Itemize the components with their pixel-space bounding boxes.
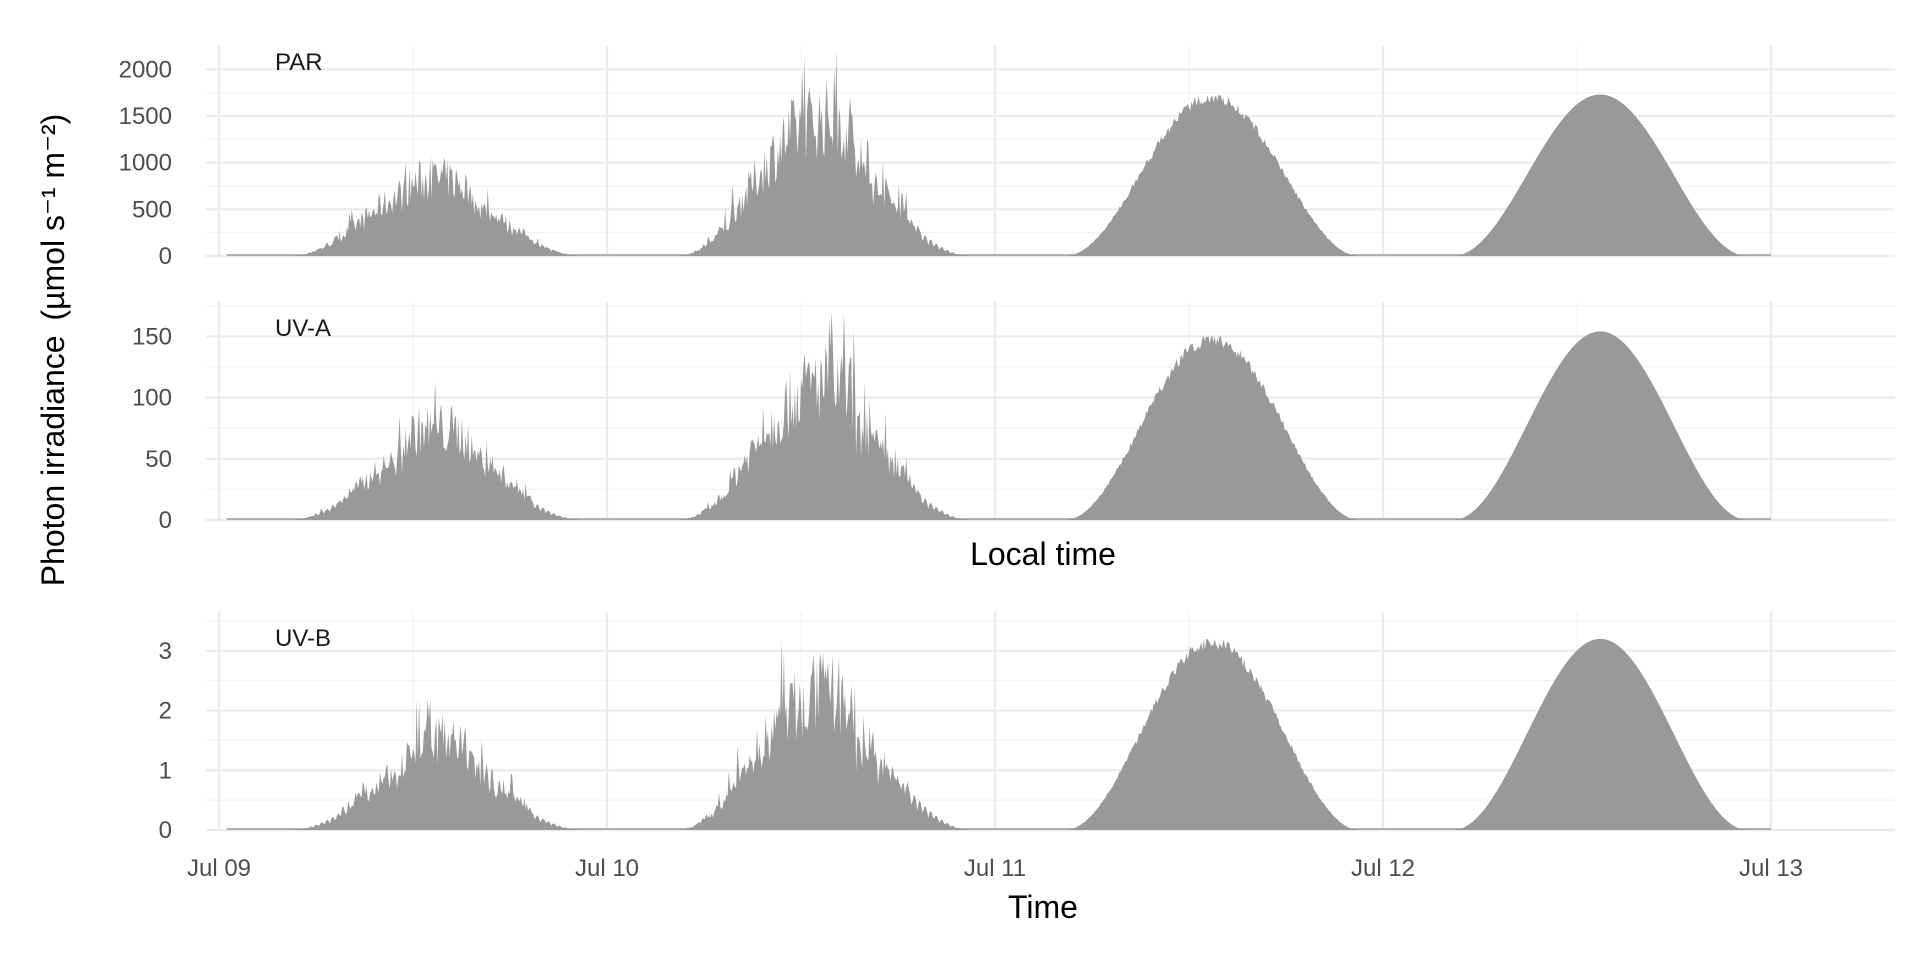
y-tick-label: 0 <box>159 817 172 844</box>
y-tick-label: 0 <box>159 507 172 534</box>
x-axis-title: Time <box>1008 889 1078 925</box>
y-tick-label: 1 <box>159 757 172 784</box>
area-series-day-0 <box>277 156 596 256</box>
area-series-day-1 <box>665 640 984 830</box>
panel-par: 0 500 1000 1500 2000 PAR <box>119 46 1895 270</box>
area-series-day-3 <box>1441 638 1760 830</box>
y-tick-label: 1500 <box>119 103 172 130</box>
panels-layer: 0 500 1000 1500 2000 PAR 0 50 100 150 UV-A Local ti… <box>119 46 1895 844</box>
y-axis-unit: (µmol s⁻¹ m⁻²) <box>35 114 71 321</box>
y-tick-label: 2 <box>159 698 172 725</box>
area-series-day-3 <box>1441 331 1760 520</box>
y-tick-label: 3 <box>159 638 172 665</box>
y-axis-title-text: Photon irradiance <box>35 335 71 586</box>
x-tick-label: Jul 11 <box>964 855 1026 882</box>
y-tick-label: 1000 <box>119 150 172 177</box>
area-series-day-2 <box>1053 94 1372 257</box>
area-series-day-0 <box>277 698 596 830</box>
panel-uv-b: 0 1 2 3 UV-B <box>159 612 1895 844</box>
panel-x-axis-label: Local time <box>970 536 1116 572</box>
area-series-day-1 <box>665 48 984 256</box>
x-tick-label: Jul 10 <box>575 855 639 882</box>
panel-label: UV-B <box>275 625 331 652</box>
y-tick-label: 2000 <box>119 56 172 83</box>
x-tick-label: Jul 13 <box>1739 855 1803 882</box>
area-series-day-2 <box>1053 638 1372 830</box>
area-series-day-3 <box>1441 94 1760 256</box>
y-tick-label: 100 <box>132 385 172 412</box>
panel-label: PAR <box>275 49 323 76</box>
x-tick-label: Jul 09 <box>187 855 251 882</box>
y-tick-label: 50 <box>145 446 172 473</box>
area-series-day-2 <box>1053 336 1372 520</box>
x-axis: Jul 09 Jul 10 Jul 11 Jul 12 Jul 13 <box>187 855 1803 882</box>
area-series-day-0 <box>277 381 596 520</box>
panel-label: UV-A <box>275 315 331 342</box>
panel-uv-a: 0 50 100 150 UV-A Local time <box>132 302 1895 572</box>
y-tick-label: 0 <box>159 243 172 270</box>
y-tick-label: 500 <box>132 196 172 223</box>
x-tick-label: Jul 12 <box>1351 855 1415 882</box>
area-series-day-1 <box>665 311 984 520</box>
y-tick-label: 150 <box>132 323 172 350</box>
y-axis-title: Photon irradiance (µmol s⁻¹ m⁻²) <box>35 114 71 587</box>
